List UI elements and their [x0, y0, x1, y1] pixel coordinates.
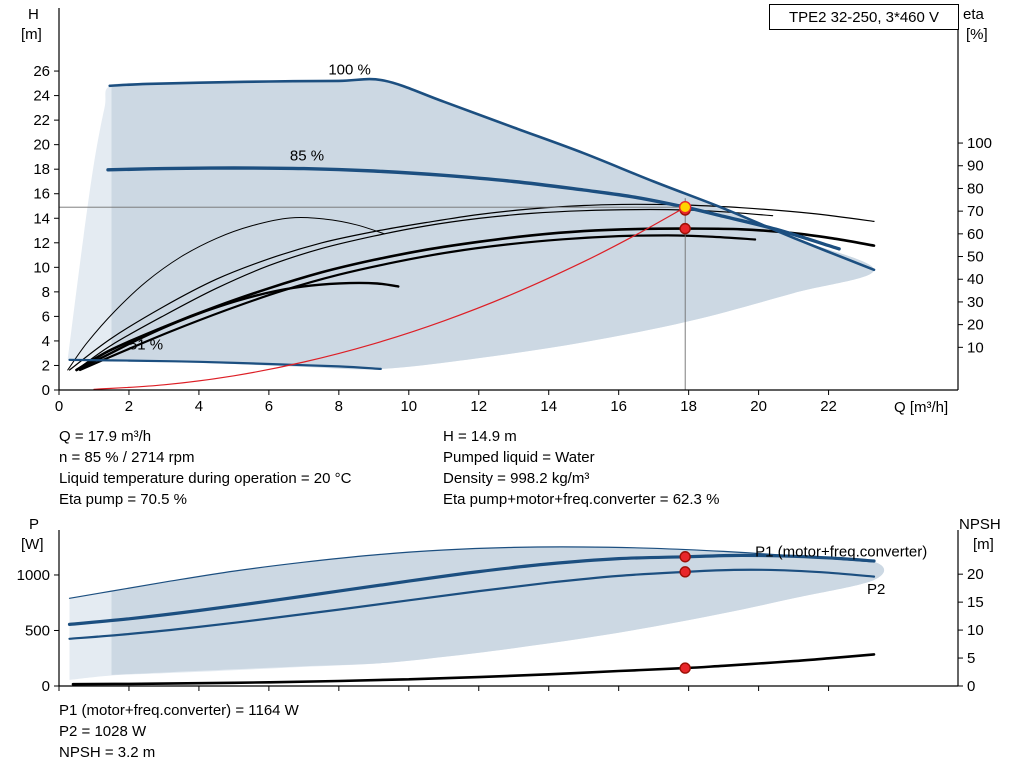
y2-tick-label: 50 — [967, 249, 984, 266]
x-tick-label: 20 — [750, 398, 767, 415]
pump-type-box: TPE2 32-250, 3*460 V — [769, 4, 959, 30]
eta-total-duty-curve — [78, 234, 757, 372]
power-npsh-chart: 0 500 1000 0 5 10 15 20 P1 (motor+freq.converter… — [17, 530, 984, 695]
y2-tick-label: 90 — [967, 158, 984, 175]
y2-tick-label: 0 — [967, 678, 975, 695]
y-tick-label: 2 — [42, 357, 50, 374]
duty-info-left-column: Q = 17.9 m³/h n = 85 % / 2714 rpm Liquid… — [59, 426, 351, 510]
y2-tick-label: 10 — [967, 622, 984, 639]
y-tick-label: 20 — [33, 137, 50, 154]
duty-info-right-column: H = 14.9 m Pumped liquid = Water Density… — [443, 426, 719, 510]
y-tick-label: 10 — [33, 259, 50, 276]
y-tick-label: 18 — [33, 161, 50, 178]
curve-label: 100 % — [328, 62, 371, 79]
x-tick-label: 0 — [55, 398, 63, 415]
y-tick-label: 0 — [42, 382, 50, 399]
curve-label: P1 (motor+freq.converter) — [755, 544, 927, 561]
y-tick-label: 8 — [42, 284, 50, 301]
x-tick-label: 6 — [265, 398, 273, 415]
y2-tick-label: 10 — [967, 339, 984, 356]
x-tick-label: 8 — [335, 398, 343, 415]
pump-type-label: TPE2 32-250, 3*460 V — [788, 8, 940, 26]
eta-pump-duty-curve — [75, 208, 774, 371]
power-envelope-edge — [68, 546, 875, 599]
y-tick-label: 0 — [42, 678, 50, 695]
x-tick-label: 18 — [680, 398, 697, 415]
y-tick-label: 24 — [33, 88, 50, 105]
y2-tick-label: 20 — [967, 566, 984, 583]
qh-eta-chart: 0 2 4 6 8 10 12 14 16 18 20 22024681012141618202224… — [33, 8, 992, 415]
speed-curve-100 — [108, 77, 876, 272]
info-line-density: Density = 998.2 kg/m³ — [443, 470, 590, 487]
y2-tick-label: 40 — [967, 271, 984, 288]
y-tick-label: 6 — [42, 308, 50, 325]
operating-envelope — [111, 79, 874, 370]
info-line-liquid-temp: Liquid temperature during operation = 20… — [59, 470, 352, 487]
y2-tick-label: 30 — [967, 294, 984, 311]
info-line-pumped-liquid: Pumped liquid = Water — [443, 449, 595, 466]
npsh-axis-unit: [m] — [973, 536, 994, 553]
duty-point-p1 — [679, 551, 691, 563]
info-line-speed: n = 85 % / 2714 rpm — [59, 449, 195, 466]
y2-tick-label: 70 — [967, 203, 984, 220]
duty-point-eta-total — [679, 222, 691, 235]
x-tick-label: 22 — [820, 398, 837, 415]
curve-label: 51 % — [129, 337, 163, 354]
x-tick-label: 16 — [610, 398, 627, 415]
h-axis-unit: [m] — [21, 26, 42, 43]
y2-tick-label: 15 — [967, 594, 984, 611]
y-tick-label: 16 — [33, 186, 50, 203]
eta-total-low-curve — [75, 281, 400, 372]
curve-label: P2 — [867, 581, 885, 598]
x-tick-label: 14 — [540, 398, 557, 415]
info-line-npsh: NPSH = 3.2 m — [59, 744, 156, 761]
y-tick-label: 22 — [33, 112, 50, 129]
y-tick-label: 12 — [33, 235, 50, 252]
npsh-curve — [71, 653, 876, 686]
y2-tick-label: 5 — [967, 650, 975, 667]
eta-curve-reduced-speed — [67, 217, 385, 371]
y-tick-label: 4 — [42, 333, 50, 350]
duty-point[interactable] — [678, 201, 692, 214]
speed-curve-85 — [106, 166, 841, 251]
info-line-eta-total: Eta pump+motor+freq.converter = 62.3 % — [443, 491, 720, 508]
eta-axis-title: eta — [963, 6, 984, 23]
curve-label: 85 % — [290, 148, 324, 165]
x-tick-label: 12 — [470, 398, 487, 415]
y-tick-label: 500 — [25, 622, 50, 639]
p-axis-unit: [W] — [21, 536, 44, 553]
duty-point-npsh — [679, 662, 691, 674]
x-tick-label: 4 — [195, 398, 203, 415]
info-line-h: H = 14.9 m — [443, 428, 517, 445]
y2-tick-label: 60 — [967, 226, 984, 243]
x-tick-label: 10 — [400, 398, 417, 415]
p1-curve — [67, 553, 876, 626]
q-axis-label: Q [m³/h] — [894, 399, 949, 416]
y2-tick-label: 100 — [967, 135, 992, 152]
x-tick-label: 2 — [125, 398, 133, 415]
info-line-eta-pump: Eta pump = 70.5 % — [59, 491, 187, 508]
power-envelope — [111, 546, 885, 675]
info-line-q: Q = 17.9 m³/h — [59, 428, 152, 445]
info-line-p2: P2 = 1028 W — [59, 723, 147, 740]
y-tick-label: 14 — [33, 210, 50, 227]
power-info-block: P1 (motor+freq.converter) = 1164 W P2 = … — [59, 700, 299, 763]
speed-curve-51 — [68, 358, 382, 370]
npsh-axis-title: NPSH — [959, 516, 1001, 533]
y-tick-label: 26 — [33, 63, 50, 80]
p2-curve — [68, 568, 876, 640]
h-axis-title: H — [28, 6, 39, 23]
y2-tick-label: 20 — [967, 317, 984, 334]
p-axis-title: P — [29, 516, 40, 533]
duty-point-p2 — [679, 566, 691, 578]
y-tick-label: 1000 — [17, 567, 50, 584]
info-line-p1: P1 (motor+freq.converter) = 1164 W — [59, 702, 299, 719]
y2-tick-label: 80 — [967, 180, 984, 197]
eta-axis-unit: [%] — [966, 26, 988, 43]
system-curve — [93, 206, 686, 390]
